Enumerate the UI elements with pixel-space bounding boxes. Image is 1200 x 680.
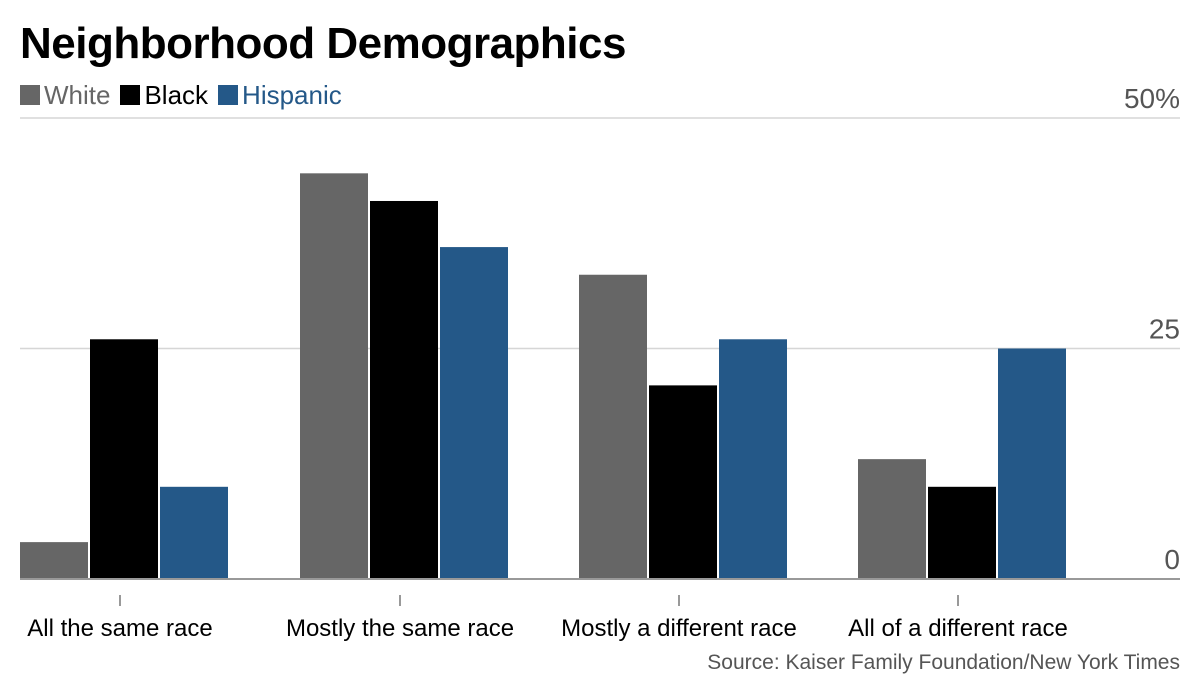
x-tick-label: Mostly a different race [561,615,797,642]
x-tick-label: All the same race [27,615,212,642]
legend-label: Black [144,80,209,110]
source-note: Source: Kaiser Family Foundation/New Yor… [707,651,1180,674]
bar-white [858,459,926,579]
legend-item: Black [120,82,208,108]
chart-title: Neighborhood Demographics [20,19,626,68]
bar-hispanic [998,348,1066,579]
y-tick-label: 25 [1149,314,1180,345]
bar-black [90,339,158,579]
x-tick-label: All of a different race [848,615,1068,642]
bar-black [370,200,438,580]
bar-black [928,486,996,579]
bar-white [20,542,88,579]
y-tick-label: 50% [1124,83,1180,114]
bar-white [579,274,647,579]
y-tick-label: 0 [1164,544,1180,575]
legend-swatch [120,85,141,105]
legend: White Black Hispanic [20,82,352,108]
bar-black [649,385,717,579]
bar-hispanic [440,247,508,579]
legend-label: Hispanic [242,80,342,110]
legend-swatch [20,85,40,105]
bar-hispanic [160,486,228,579]
x-tick-label: Mostly the same race [286,615,514,642]
legend-label: White [44,80,111,110]
bar-white [300,173,368,579]
bar-hispanic [719,339,787,579]
legend-swatch [218,85,239,105]
legend-item: Hispanic [218,82,342,108]
legend-item: White [20,82,110,108]
